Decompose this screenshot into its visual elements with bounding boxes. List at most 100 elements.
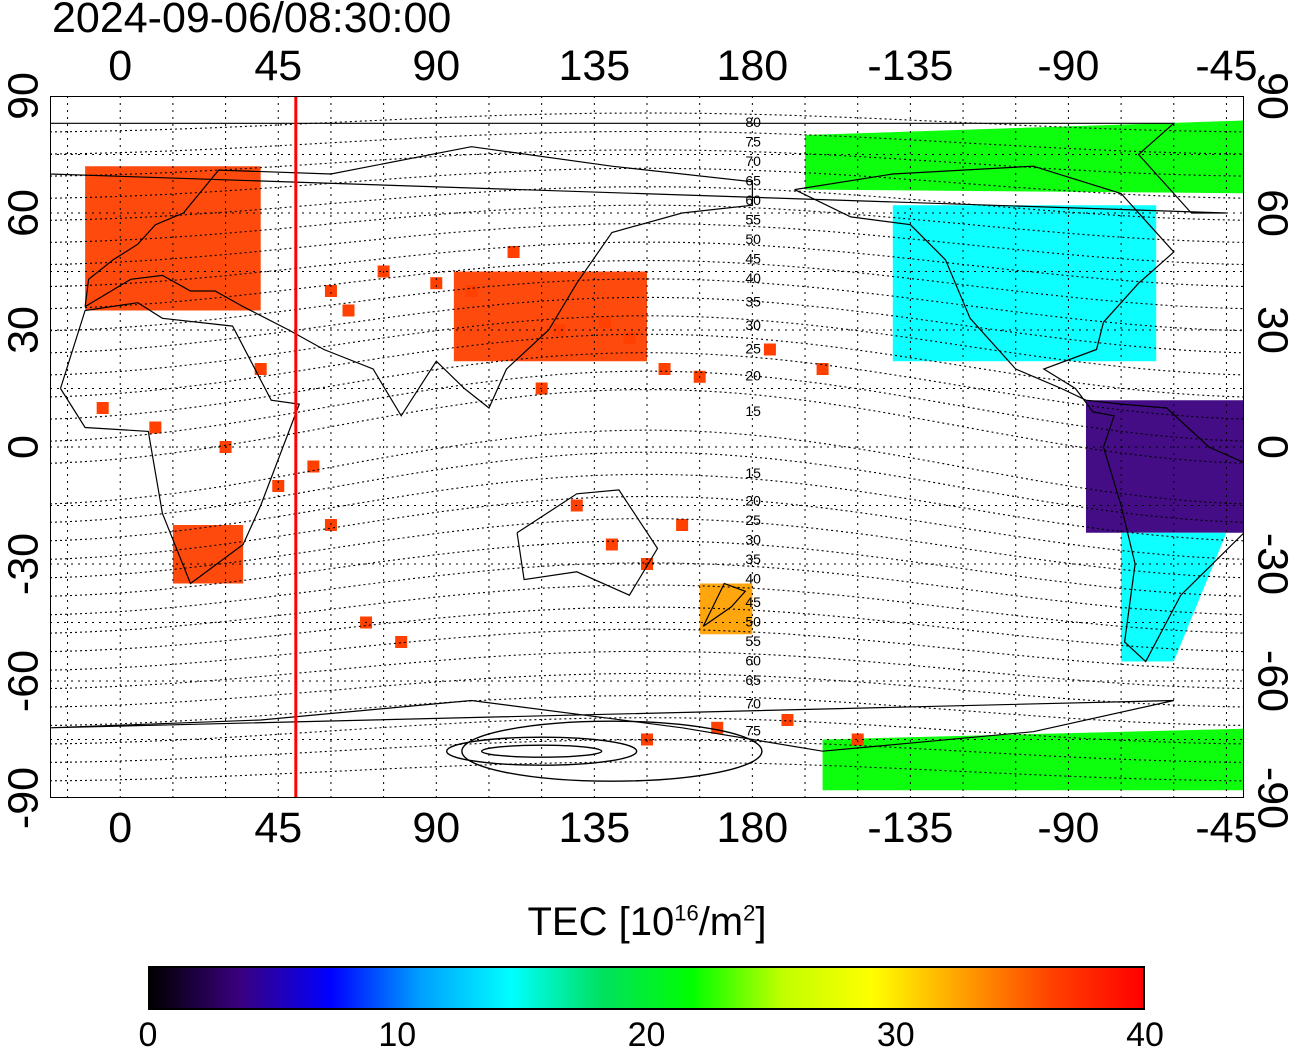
magnetic-contour — [50, 186, 1244, 221]
magnetic-label: 65 — [745, 672, 761, 688]
magnetic-label: 30 — [745, 317, 761, 333]
tec-station-cell — [676, 519, 689, 531]
magnetic-label: 75 — [745, 134, 761, 150]
lat-left-tick-label: 0 — [0, 435, 48, 459]
magnetic-contour — [50, 352, 1244, 420]
magnetic-contour — [50, 370, 1244, 442]
magnetic-labels: 80 75 70 65 60 55 50 45 40 35 30 25 20 15 15 20 25 30 35 40… — [745, 114, 761, 738]
left-axis-tick — [50, 314, 51, 346]
coastline — [84, 146, 754, 417]
magnetic-contour — [50, 518, 1244, 579]
top-lon-tick-label: -90 — [1037, 42, 1100, 90]
magnetic-contour — [50, 429, 1244, 505]
tec-station-cell — [149, 421, 162, 434]
magnetic-contour — [50, 584, 1244, 634]
bottom-axis-tick — [890, 797, 931, 798]
top-axis-tick — [1048, 96, 1089, 97]
coastline — [50, 122, 1227, 214]
bottom-axis-tick — [732, 797, 773, 798]
colorbar-tick-label: 20 — [627, 1016, 666, 1054]
magnetic-contour — [50, 296, 1244, 354]
lat-right-tick-label: 30 — [1248, 306, 1294, 354]
lat-right-tick-label: -60 — [1248, 649, 1294, 713]
magnetic-contour — [50, 451, 1244, 523]
bot-lon-tick-label: 45 — [254, 804, 303, 852]
tec-station-cell — [763, 343, 776, 356]
tec-patch-antarctic-pacific — [822, 728, 1244, 791]
tec-station-cell — [816, 363, 829, 375]
tec-station-cell — [430, 277, 443, 290]
tec-station-cell — [553, 324, 566, 336]
magnetic-label: 15 — [745, 465, 761, 481]
tec-station-cell — [254, 363, 267, 375]
top-axis-tick — [574, 96, 615, 97]
right-axis-tick — [1243, 96, 1244, 112]
colorbar-tick-label: 40 — [1126, 1016, 1164, 1054]
top-axis-tick — [258, 96, 299, 97]
bottom-axis-tick — [1206, 797, 1244, 798]
tec-station-cell — [342, 304, 355, 317]
lat-left-tick-label: 60 — [0, 189, 48, 237]
magnetic-label: 45 — [745, 251, 761, 267]
tec-station-cell — [711, 721, 724, 734]
magnetic-latitude-contours — [50, 112, 1244, 782]
magnetic-label: 35 — [745, 294, 761, 310]
bottom-axis-tick — [416, 797, 457, 798]
tec-station-cell — [598, 316, 611, 329]
magnetic-label: 40 — [745, 270, 761, 286]
tec-station-cell — [781, 714, 794, 726]
right-axis-tick — [1243, 314, 1244, 346]
bottom-axis-tick — [100, 797, 141, 798]
tec-patch-new-zealand — [699, 583, 753, 635]
top-axis-tick — [416, 96, 457, 97]
magnetic-contour — [50, 130, 1244, 155]
magnetic-contour — [50, 149, 1244, 177]
magnetic-label: 50 — [745, 613, 761, 629]
magnetic-contour — [50, 389, 1244, 464]
tec-station-cell — [96, 402, 109, 414]
polar-contour — [480, 744, 603, 758]
bot-lon-tick-label: -45 — [1195, 804, 1258, 852]
lat-right-tick-label: 0 — [1248, 435, 1294, 459]
magnetic-label: 60 — [745, 192, 761, 208]
magnetic-label: 30 — [745, 532, 761, 548]
magnetic-label: 80 — [745, 114, 761, 130]
bot-lon-tick-label: 180 — [716, 804, 789, 852]
bot-lon-tick-label: 90 — [412, 804, 461, 852]
magnetic-label: 50 — [745, 231, 761, 247]
coastline — [702, 582, 747, 627]
magnetic-label: 25 — [745, 340, 761, 356]
tec-patch-south-america-south — [1121, 532, 1227, 662]
polar-contour — [461, 720, 763, 782]
magnetic-label: 60 — [745, 652, 761, 668]
magnetic-label: 25 — [745, 512, 761, 528]
grid-lines — [50, 96, 1244, 798]
tec-data-layer — [85, 120, 1244, 791]
right-axis-tick — [1243, 431, 1244, 463]
magnetic-label: 20 — [745, 493, 761, 509]
top-lon-tick-label: 45 — [254, 42, 303, 90]
colorbar-tick-label: 0 — [138, 1016, 158, 1054]
lat-left-tick-label: 90 — [0, 72, 48, 120]
top-lon-tick-label: 0 — [108, 42, 133, 90]
bot-lon-tick-label: -135 — [867, 804, 954, 852]
magnetic-contour — [50, 761, 1244, 782]
magnetic-label: 70 — [745, 153, 761, 169]
right-axis-tick — [1243, 665, 1244, 697]
tec-station-cell — [658, 363, 671, 375]
top-axis-tick — [100, 96, 141, 97]
magnetic-label: 70 — [745, 695, 761, 711]
left-axis-tick — [50, 96, 51, 112]
magnetic-label: 75 — [745, 723, 761, 739]
tec-station-cell — [324, 285, 337, 297]
top-lon-tick-label: 135 — [558, 42, 631, 90]
bot-lon-tick-label: -90 — [1037, 804, 1100, 852]
lat-left-tick-label: -90 — [0, 766, 48, 830]
lat-right-tick-label: 60 — [1248, 189, 1294, 237]
tec-colorbar — [148, 966, 1145, 1010]
lat-left-tick-label: -60 — [0, 649, 48, 713]
tec-patch-greenland-canada-north — [805, 120, 1244, 194]
top-axis-tick — [890, 96, 931, 97]
right-axis-tick — [1243, 197, 1244, 229]
tec-patch-europe — [85, 166, 261, 311]
